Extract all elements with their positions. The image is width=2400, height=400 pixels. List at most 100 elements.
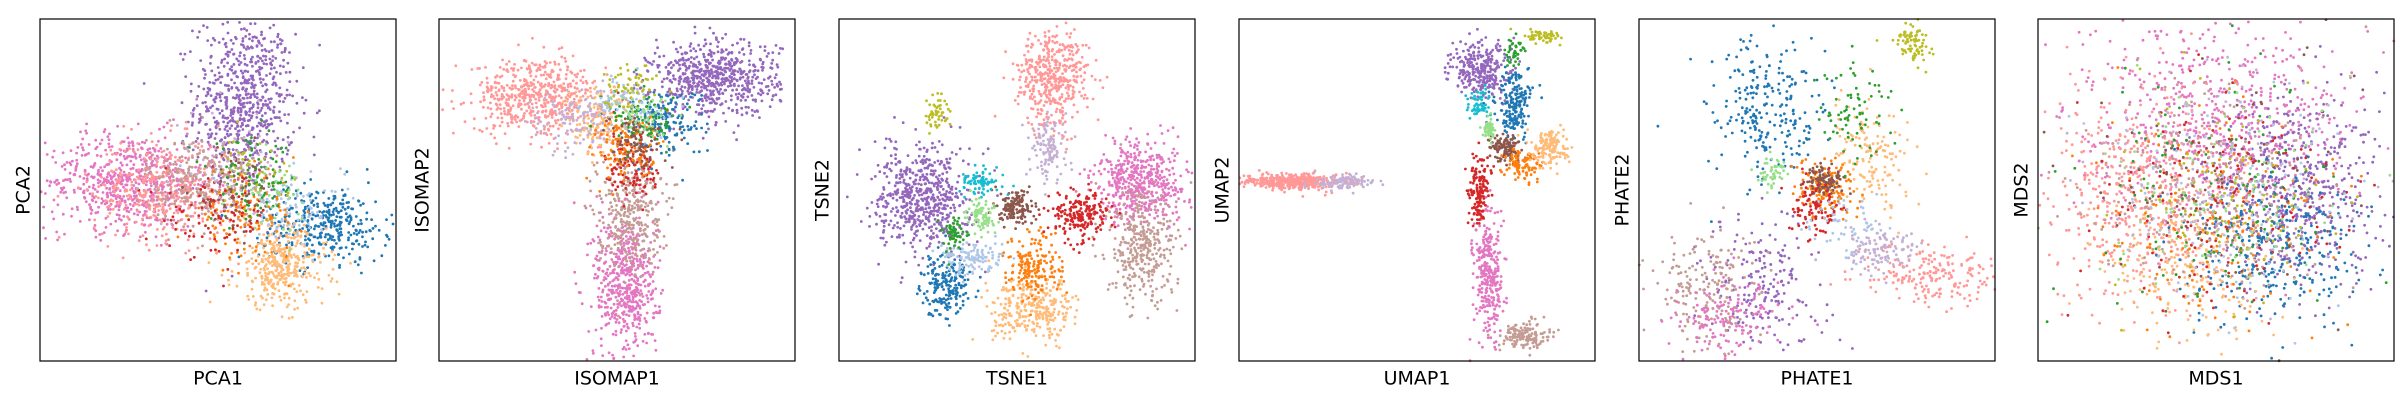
data-point-pca1-cluster-0 <box>295 79 299 83</box>
data-point-isomap1-cluster-0 <box>758 116 761 119</box>
data-point-pca1-cluster-5 <box>281 254 285 258</box>
data-point-isomap1-cluster-1 <box>573 86 577 90</box>
data-point-pca1-cluster-1 <box>106 191 109 195</box>
data-point-pca1-cluster-2 <box>140 222 144 226</box>
data-point-pca1-cluster-5 <box>313 276 316 279</box>
data-point-isomap1-cluster-1 <box>540 145 543 149</box>
data-point-pca1-cluster-9 <box>200 235 204 239</box>
data-point-pca1-cluster-10 <box>253 204 257 208</box>
data-point-pca1-cluster-5 <box>275 274 279 278</box>
data-point-pca1-cluster-0 <box>251 64 254 68</box>
data-point-pca1-cluster-0 <box>276 32 280 36</box>
data-point-isomap1-cluster-1 <box>542 45 546 49</box>
data-point-pca1-cluster-1 <box>148 195 152 198</box>
data-point-isomap1-cluster-1 <box>544 83 547 86</box>
data-point-pca1-cluster-0 <box>276 147 280 151</box>
data-point-isomap1-cluster-0 <box>702 55 706 59</box>
data-point-isomap1-cluster-0 <box>729 98 733 102</box>
data-point-pca1-cluster-4 <box>359 203 362 207</box>
data-point-pca1-cluster-1 <box>180 228 183 232</box>
data-point-pca1-cluster-2 <box>142 180 145 184</box>
data-point-isomap1-cluster-0 <box>689 42 693 46</box>
data-point-isomap1-cluster-1 <box>571 54 575 58</box>
data-point-pca1-cluster-1 <box>56 203 60 207</box>
data-point-pca1-cluster-2 <box>126 215 129 219</box>
data-point-pca1-cluster-2 <box>141 176 145 180</box>
data-point-isomap1-cluster-0 <box>701 73 705 76</box>
data-point-pca1-cluster-0 <box>292 130 295 134</box>
data-point-pca1-cluster-12 <box>243 207 246 211</box>
data-point-pca1-cluster-11 <box>257 153 261 157</box>
data-point-isomap1-cluster-2 <box>595 254 599 258</box>
data-point-isomap1-cluster-1 <box>543 70 547 74</box>
data-point-isomap1-cluster-1 <box>505 62 508 66</box>
data-point-pca1-cluster-0 <box>229 108 233 112</box>
data-point-pca1-cluster-4 <box>354 228 358 232</box>
data-point-pca1-cluster-13 <box>253 226 257 230</box>
data-point-isomap1-cluster-2 <box>610 288 614 292</box>
data-point-pca1-cluster-0 <box>229 38 233 42</box>
data-point-isomap1-cluster-1 <box>528 65 531 69</box>
data-point-pca1-cluster-2 <box>201 180 205 184</box>
data-point-pca1-cluster-3 <box>198 151 201 155</box>
data-point-isomap1-cluster-0 <box>730 94 733 98</box>
data-point-pca1-cluster-5 <box>268 261 272 265</box>
data-point-pca1-cluster-1 <box>138 210 142 214</box>
data-point-pca1-cluster-5 <box>296 239 300 243</box>
data-point-pca1-cluster-5 <box>246 294 250 298</box>
data-point-pca1-cluster-4 <box>316 236 320 240</box>
data-point-isomap1-cluster-0 <box>668 78 672 82</box>
data-point-pca1-cluster-1 <box>129 167 133 171</box>
data-point-isomap1-cluster-2 <box>621 269 624 273</box>
data-point-pca1-cluster-0 <box>218 95 222 99</box>
data-point-isomap1-cluster-2 <box>651 273 654 276</box>
data-point-pca1-cluster-1 <box>117 208 121 212</box>
data-point-isomap1-cluster-1 <box>478 128 482 132</box>
data-point-isomap1-cluster-0 <box>652 60 655 63</box>
data-point-isomap1-cluster-0 <box>774 73 778 76</box>
data-point-pca1-cluster-8 <box>203 164 207 168</box>
data-point-isomap1-cluster-0 <box>773 76 777 80</box>
data-point-pca1-cluster-0 <box>226 50 230 54</box>
data-point-pca1-cluster-5 <box>281 252 284 255</box>
data-point-pca1-cluster-3 <box>150 153 154 157</box>
data-point-isomap1-cluster-0 <box>701 79 704 82</box>
data-point-pca1-cluster-2 <box>57 235 61 239</box>
data-point-pca1-cluster-5 <box>310 253 314 257</box>
data-point-isomap1-cluster-0 <box>724 63 728 66</box>
data-point-pca1-cluster-0 <box>218 75 222 79</box>
data-point-isomap1-cluster-2 <box>637 322 641 326</box>
data-point-pca1-cluster-10 <box>220 153 224 157</box>
data-point-pca1-cluster-11 <box>228 197 232 201</box>
data-point-isomap1-cluster-2 <box>622 310 626 314</box>
data-point-pca1-cluster-1 <box>132 212 136 216</box>
data-point-pca1-cluster-8 <box>248 182 251 186</box>
data-point-isomap1-cluster-2 <box>643 317 647 320</box>
data-point-pca1-cluster-3 <box>221 175 225 179</box>
data-point-pca1-cluster-0 <box>235 75 239 78</box>
data-point-pca1-cluster-6 <box>289 204 292 208</box>
data-point-isomap1-cluster-0 <box>650 63 654 66</box>
data-point-pca1-cluster-0 <box>216 66 220 69</box>
data-point-isomap1-cluster-0 <box>752 85 756 89</box>
data-point-pca1-cluster-1 <box>166 218 170 222</box>
data-point-pca1-cluster-0 <box>261 84 264 88</box>
data-point-isomap1-cluster-1 <box>517 125 521 128</box>
data-point-pca1-cluster-1 <box>165 121 169 125</box>
data-point-pca1-cluster-0 <box>248 118 252 122</box>
data-point-pca1-cluster-5 <box>264 271 267 275</box>
data-point-pca1-cluster-4 <box>310 249 313 253</box>
data-point-pca1-cluster-2 <box>152 210 156 214</box>
data-point-pca1-cluster-10 <box>242 241 246 245</box>
data-point-pca1-cluster-0 <box>217 41 221 44</box>
data-point-pca1-cluster-1 <box>100 201 103 205</box>
data-point-pca1-cluster-5 <box>337 292 341 296</box>
data-point-pca1-cluster-3 <box>144 169 148 172</box>
data-point-isomap1-cluster-0 <box>724 100 728 103</box>
data-point-isomap1-cluster-0 <box>708 26 712 30</box>
data-point-pca1-cluster-1 <box>131 140 134 144</box>
data-point-pca1-cluster-5 <box>253 303 257 307</box>
data-point-pca1-cluster-1 <box>84 129 88 133</box>
data-point-pca1-cluster-3 <box>191 224 195 228</box>
data-point-pca1-cluster-1 <box>129 159 133 163</box>
